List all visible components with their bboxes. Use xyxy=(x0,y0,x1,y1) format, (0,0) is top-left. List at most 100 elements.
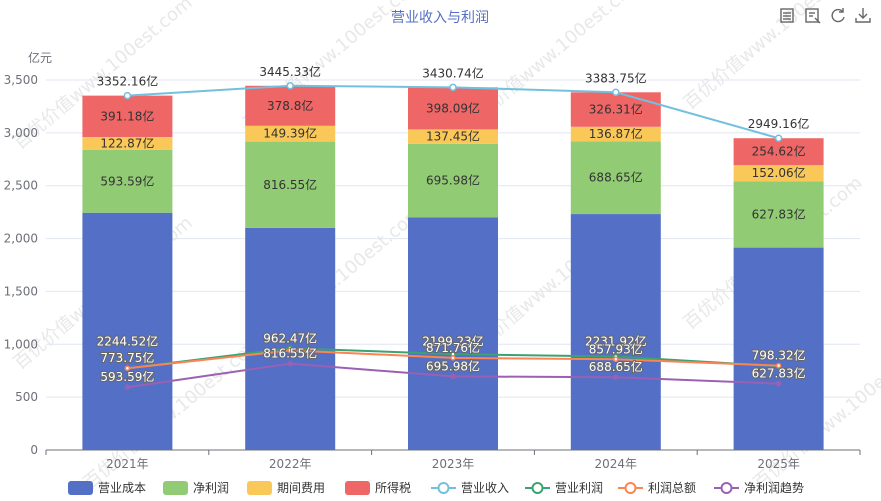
bar-segment xyxy=(245,141,336,228)
magic-type-icon[interactable] xyxy=(805,8,821,24)
bar-segment xyxy=(245,85,336,126)
x-tick-label: 2022年 xyxy=(269,457,312,471)
chart-title: 营业收入与利润 xyxy=(391,10,489,26)
series-point xyxy=(613,356,619,363)
bar-segment xyxy=(733,181,824,248)
legend-label: 净利润 xyxy=(193,481,229,495)
save-image-icon[interactable] xyxy=(855,8,871,23)
legend-swatch xyxy=(624,482,637,494)
legend-label: 营业利润 xyxy=(555,481,603,495)
series-point xyxy=(449,83,457,92)
y-tick-label: 2,500 xyxy=(4,179,38,193)
x-tick-label: 2023年 xyxy=(432,457,475,471)
series-point xyxy=(450,355,456,361)
bar-segment xyxy=(733,165,824,182)
legend-swatch xyxy=(437,482,450,494)
bar-segment-label: 136.87亿 xyxy=(589,126,643,141)
bar-segment xyxy=(245,125,336,142)
bar-segment-label: 2199.23亿 xyxy=(422,333,484,348)
y-tick-label: 500 xyxy=(15,390,38,404)
legend-label: 利润总额 xyxy=(648,481,696,495)
bar-segment-label: 254.62亿 xyxy=(752,144,806,159)
bar-segment-label: 627.83亿 xyxy=(752,206,806,221)
series-point-label: 871.76亿 xyxy=(426,340,480,355)
legend-label: 所得税 xyxy=(375,480,411,495)
legend-swatch xyxy=(68,481,93,495)
series-point xyxy=(450,373,456,380)
watermark: 百优价值www.100est.com xyxy=(680,0,867,114)
series-point-label: 593.59亿 xyxy=(100,369,154,384)
lines xyxy=(123,82,783,390)
bar-segment xyxy=(570,92,661,127)
legend-swatch xyxy=(247,481,272,495)
bar-segment-label: 149.39亿 xyxy=(263,126,317,141)
x-tick-label: 2021年 xyxy=(106,457,149,471)
bar-segment-label: 593.59亿 xyxy=(100,173,154,188)
series-point-label: 3430.74亿 xyxy=(422,65,484,80)
toolbox xyxy=(780,8,871,24)
series-point-label: 695.98亿 xyxy=(426,358,480,373)
series-point xyxy=(124,384,131,390)
bar-segment-label: 2244.52亿 xyxy=(97,333,159,348)
bar-segment xyxy=(245,227,336,450)
series-point-label: 688.65亿 xyxy=(589,359,643,374)
y-tick-label: 0 xyxy=(30,443,38,457)
bar-segment-label: 152.06亿 xyxy=(752,165,806,180)
bar-segment-label: 378.8亿 xyxy=(267,98,313,113)
restore-icon[interactable] xyxy=(831,8,845,23)
bar-segment xyxy=(408,143,498,218)
bar-segment xyxy=(733,247,824,450)
bar-segment xyxy=(570,214,661,450)
bar-segment-label: 137.45亿 xyxy=(426,129,480,144)
bar-segment-label: 326.31亿 xyxy=(589,102,643,117)
series-point-label: 773.75亿 xyxy=(100,350,154,365)
data-view-icon[interactable] xyxy=(780,8,794,23)
legend-swatch xyxy=(163,481,188,495)
bar-segment-label: 695.98亿 xyxy=(426,173,480,188)
y-axis-unit: 亿元 xyxy=(28,50,52,65)
y-tick-label: 1,500 xyxy=(4,284,38,298)
legend-label: 营业收入 xyxy=(461,481,509,495)
bar-segment xyxy=(408,129,498,144)
series-point xyxy=(775,362,782,369)
series-point-label: 962.47亿 xyxy=(263,330,317,345)
y-tick-label: 3,000 xyxy=(4,126,38,140)
series-point xyxy=(123,91,132,100)
legend-swatch xyxy=(345,481,370,495)
legend-swatch xyxy=(720,482,733,494)
legend-label: 期间费用 xyxy=(277,481,325,495)
series-point-label: 3352.16亿 xyxy=(97,74,159,89)
x-tick-label: 2024年 xyxy=(595,457,638,471)
bar-segment-label: 2231.92亿 xyxy=(585,333,647,348)
data-labels: 593.59亿 816.55亿 695.98亿 688.65亿 627.83亿 122.8… xyxy=(96,64,810,385)
series-point xyxy=(287,360,293,367)
bar-segment-label: 391.18亿 xyxy=(100,108,154,123)
bar-segment xyxy=(570,126,661,142)
series-point xyxy=(287,347,293,354)
y-tick-label: 3,500 xyxy=(4,73,38,87)
series-point xyxy=(124,365,131,371)
legend: 营业成本 净利润 期间费用 所得税 营业收入 营业利润 利润总额 净利润趋势 xyxy=(68,480,804,495)
x-axis: 2021年 2022年 2023年 2024年 2025年 xyxy=(45,450,861,471)
x-tick-label: 2025年 xyxy=(757,457,800,471)
legend-label: 营业成本 xyxy=(98,481,146,495)
bar-segment-label: 816.55亿 xyxy=(263,177,317,192)
series-point xyxy=(613,374,619,380)
bars xyxy=(82,85,824,450)
series-point xyxy=(775,380,782,387)
series-point-label: 3383.75亿 xyxy=(585,70,647,85)
series-point xyxy=(612,88,620,97)
series-point-label: 798.32亿 xyxy=(752,348,806,363)
series-point-label: 816.55亿 xyxy=(263,346,317,361)
y-tick-label: 1,000 xyxy=(4,337,38,351)
legend-swatch xyxy=(531,482,544,494)
series-point xyxy=(774,134,783,142)
y-axis: 0 500 1,000 1,500 2,000 2,500 3,000 3,500 xyxy=(4,73,38,457)
bar-segment xyxy=(733,138,824,166)
bar-segment-label: 122.87亿 xyxy=(100,135,154,150)
bar-segment xyxy=(408,87,498,130)
series-point-label: 627.83亿 xyxy=(752,366,806,381)
bar-segment xyxy=(570,141,661,215)
bar-segment-label: 688.65亿 xyxy=(589,170,643,185)
